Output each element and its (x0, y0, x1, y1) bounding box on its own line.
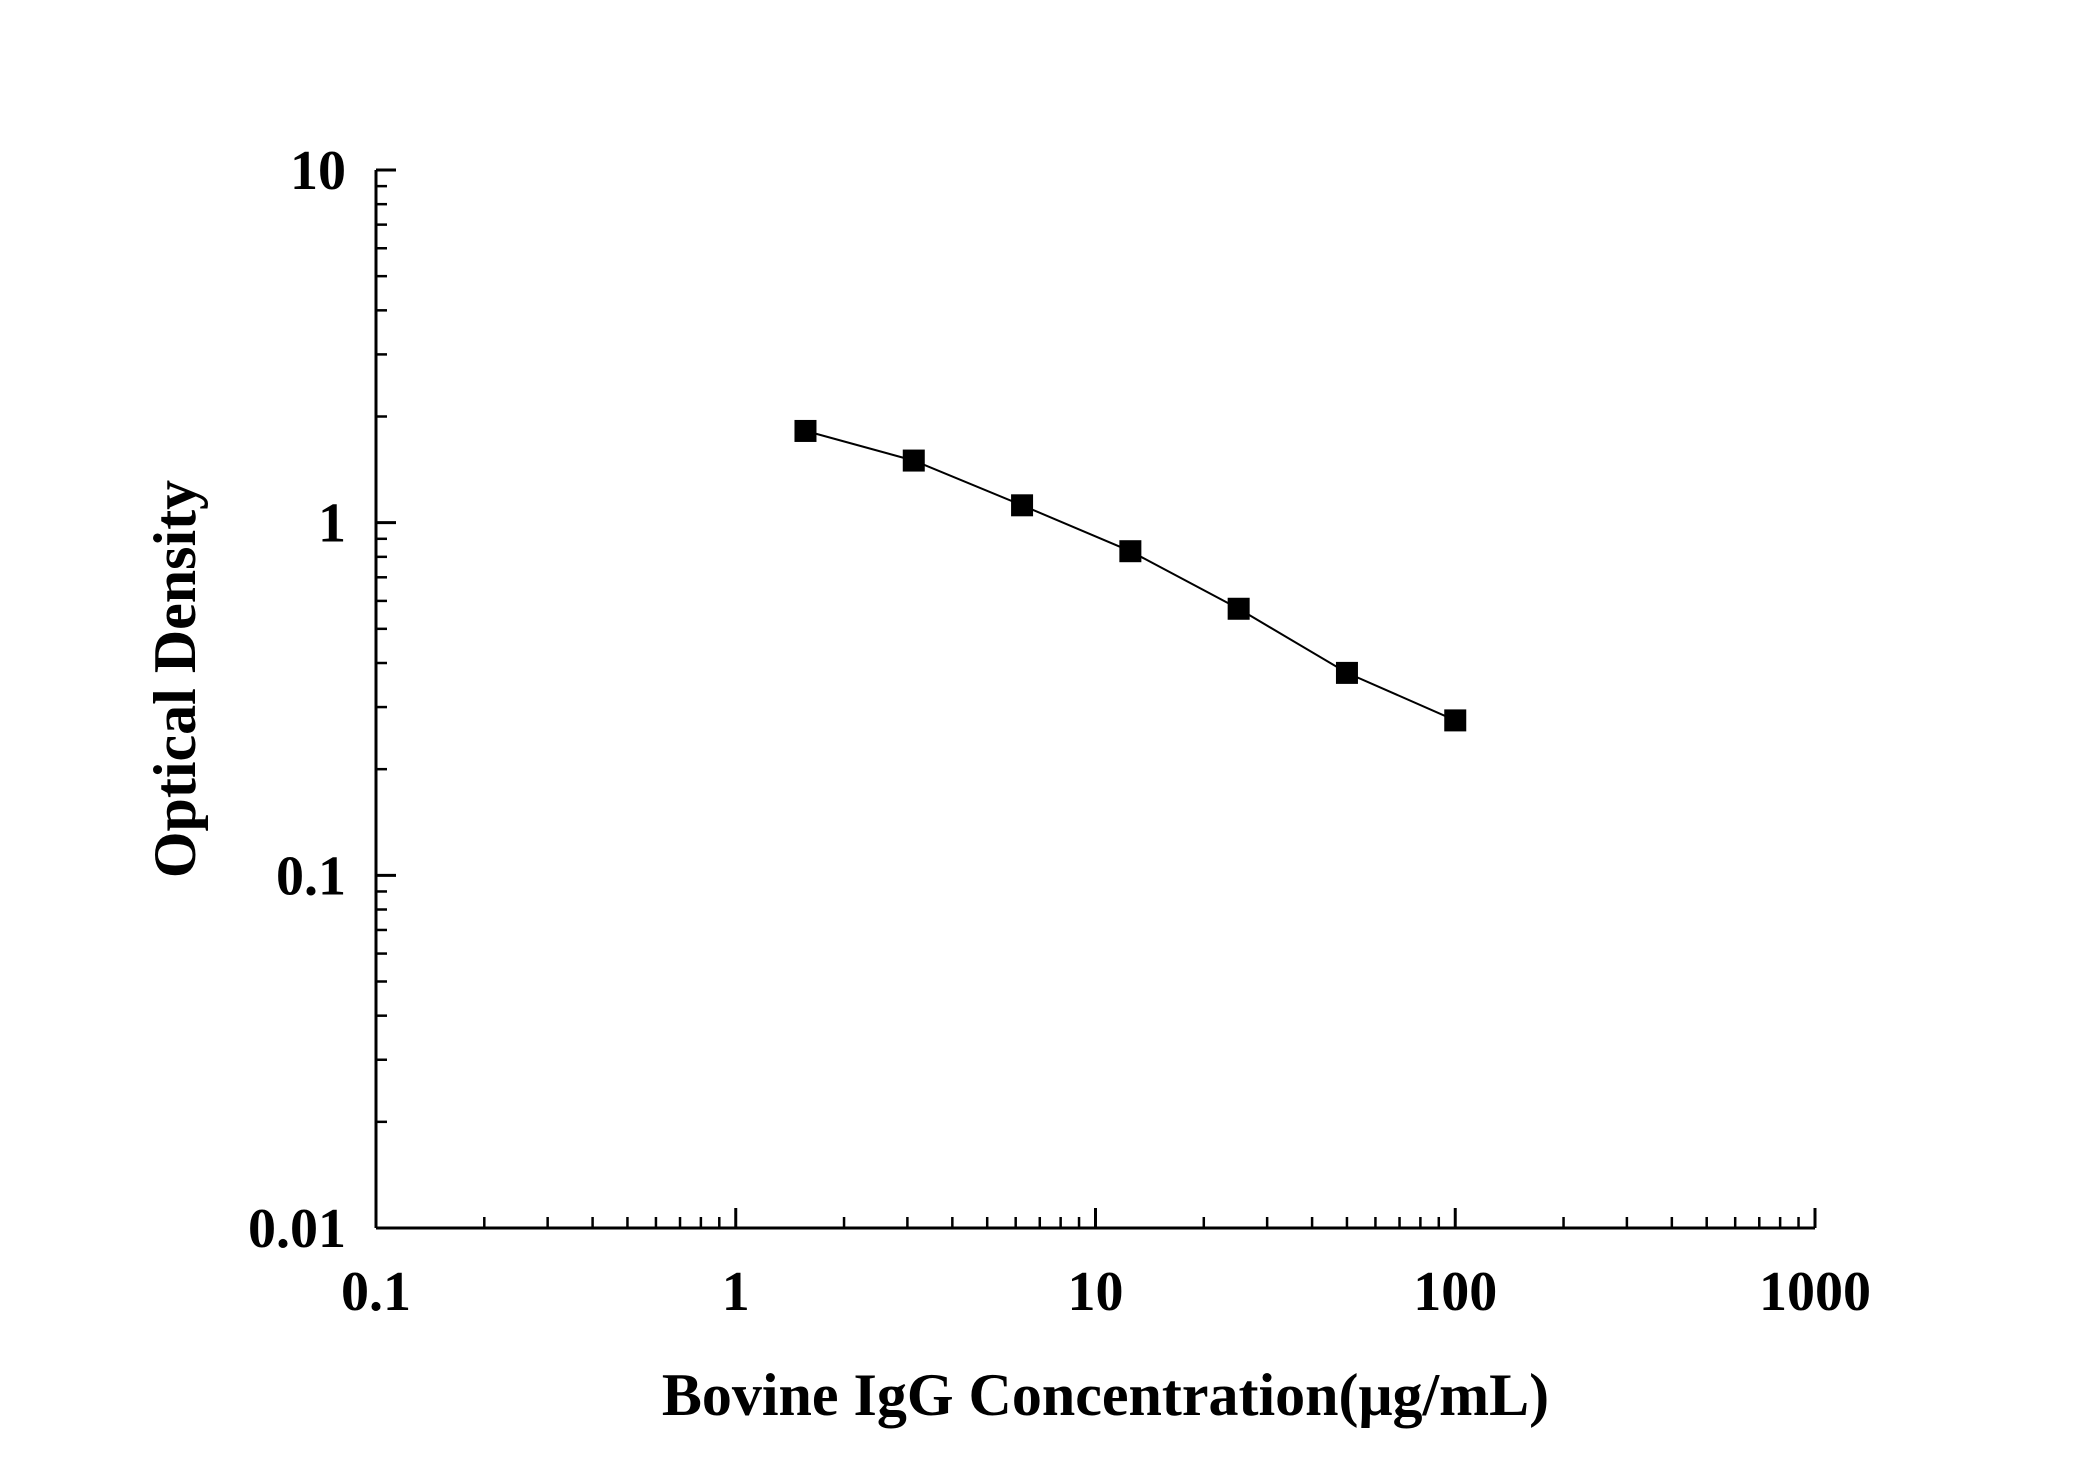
x-tick-label: 100 (1413, 1261, 1497, 1323)
y-tick-label: 0.1 (276, 845, 346, 907)
data-point (902, 449, 925, 472)
data-point (1011, 494, 1034, 517)
y-tick-label: 0.01 (248, 1198, 346, 1260)
series-layer (794, 419, 1467, 732)
data-point (794, 419, 817, 442)
data-point (1227, 597, 1250, 620)
data-point (1119, 540, 1142, 563)
y-tick-labels: 0.01 0.1 1 10 (248, 140, 346, 1260)
y-tick-label: 1 (318, 493, 346, 555)
data-point (1444, 709, 1467, 732)
x-axis-title: Bovine IgG Concentration(μg/mL) (662, 1362, 1549, 1428)
major-ticks (374, 168, 1817, 1230)
x-tick-label: 0.1 (341, 1261, 411, 1323)
x-tick-label: 10 (1068, 1261, 1124, 1323)
y-tick-label: 10 (290, 140, 346, 202)
x-tick-label: 1 (722, 1261, 750, 1323)
x-tick-labels: 0.1 1 10 100 1000 (341, 1261, 1871, 1323)
minor-ticks (376, 184, 1800, 1228)
y-axis-title: Optical Density (142, 480, 208, 878)
data-point (1335, 661, 1358, 684)
x-tick-label: 1000 (1759, 1261, 1871, 1323)
